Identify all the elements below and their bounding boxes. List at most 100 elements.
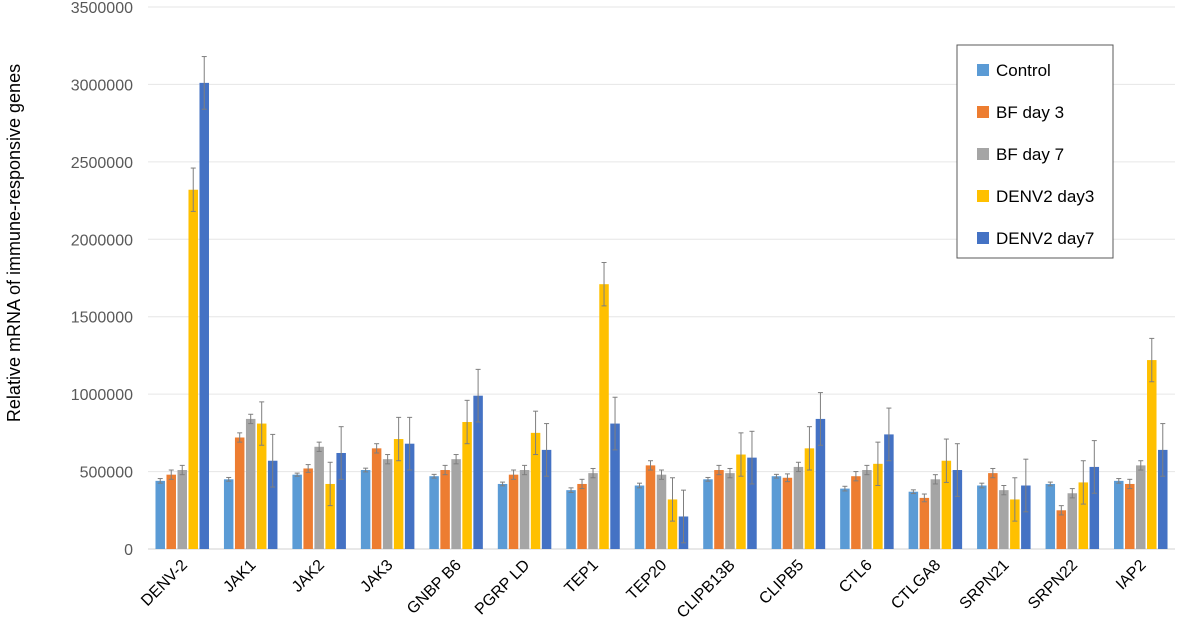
bar <box>736 454 746 549</box>
x-category-label: TEP1 <box>562 557 602 597</box>
bar <box>977 485 987 549</box>
bar <box>703 479 713 549</box>
bar <box>1136 465 1146 549</box>
bar <box>199 82 209 549</box>
legend-swatch <box>977 64 989 76</box>
x-category-label: IAP2 <box>1113 557 1150 594</box>
bar <box>747 457 757 549</box>
bar <box>473 395 483 549</box>
bar <box>782 477 793 549</box>
bar <box>267 460 278 549</box>
legend-swatch <box>977 148 989 160</box>
x-axis-categories: DENV-2 JAK1 JAK2 JAK3 GNBP B6 PGRP LD TEP1 TEP2… <box>138 557 1149 622</box>
bar <box>725 473 735 549</box>
bar <box>393 439 404 549</box>
bar <box>862 470 872 549</box>
gridlines <box>148 6 1175 473</box>
legend: Control BF day 3 BF day 7 DENV2 day3 DENV2 d… <box>956 44 1114 259</box>
x-category-label: CLIPB5 <box>756 557 807 608</box>
bar <box>804 448 815 549</box>
legend-swatch <box>977 190 989 202</box>
y-tick-label: 2000000 <box>71 232 133 249</box>
bar <box>429 476 439 549</box>
bar <box>952 470 963 549</box>
bar <box>462 422 472 549</box>
bar <box>1147 360 1157 549</box>
bar <box>155 480 165 549</box>
bar <box>1125 483 1135 549</box>
bar <box>793 466 804 549</box>
bar <box>610 423 620 549</box>
bar <box>588 473 598 549</box>
bar <box>166 474 176 549</box>
bar <box>1067 493 1078 549</box>
bar <box>577 483 587 549</box>
x-category-label: JAK1 <box>220 557 259 596</box>
legend-swatch <box>977 232 989 244</box>
bar <box>519 470 530 549</box>
bar <box>314 446 324 549</box>
legend-label: BF day 7 <box>996 145 1064 164</box>
bar <box>645 465 656 549</box>
bar <box>303 468 313 549</box>
x-category-label: SRPN21 <box>957 557 1013 613</box>
bar <box>451 459 461 549</box>
bar <box>930 479 941 549</box>
bar <box>188 189 198 549</box>
bar <box>508 474 519 549</box>
y-tick-label: 3500000 <box>71 0 133 17</box>
bar <box>840 488 850 549</box>
bar-series <box>155 82 1168 549</box>
bar <box>941 460 952 549</box>
bar <box>1114 480 1124 549</box>
y-tick-label: 500000 <box>80 465 133 482</box>
bar <box>634 485 645 549</box>
x-category-label: JAK2 <box>289 557 328 596</box>
x-category-label: DENV-2 <box>138 557 191 610</box>
bar <box>404 443 415 549</box>
legend-label: DENV2 day3 <box>996 187 1094 206</box>
x-category-label: GNBP B6 <box>404 557 465 618</box>
bar <box>851 476 861 549</box>
bar <box>599 284 609 549</box>
bar <box>566 490 576 549</box>
x-category-label: CLIPB13B <box>674 557 739 622</box>
bar <box>256 423 267 549</box>
bar <box>1158 449 1168 549</box>
bar <box>360 470 371 549</box>
y-axis-ticks: 0 500000 1000000 1500000 2000000 2500000 30000… <box>71 0 133 559</box>
bar <box>1056 510 1067 549</box>
y-tick-label: 1000000 <box>71 387 133 404</box>
x-category-label: JAK3 <box>357 557 396 596</box>
x-category-label: PGRP LD <box>472 557 533 618</box>
bar <box>1089 466 1100 549</box>
bar <box>999 490 1009 549</box>
y-axis-title: Relative mRNA of immune-responsive genes <box>4 64 24 422</box>
bar <box>497 483 508 549</box>
bar <box>440 470 450 549</box>
bar <box>1045 483 1056 549</box>
bar <box>541 449 552 549</box>
bar <box>234 437 245 549</box>
bar <box>336 452 346 549</box>
y-tick-label: 0 <box>124 542 133 559</box>
bar <box>292 474 302 549</box>
bar <box>667 499 678 549</box>
bar <box>245 418 256 549</box>
bar <box>815 418 826 549</box>
error-bars <box>157 56 1166 544</box>
bar <box>371 448 382 549</box>
y-tick-label: 2500000 <box>71 155 133 172</box>
bar <box>771 476 782 549</box>
x-category-label: TEP20 <box>624 557 671 604</box>
bar <box>325 483 335 549</box>
x-category-label: CTLGA8 <box>888 557 944 613</box>
bar <box>656 474 667 549</box>
bar <box>988 473 998 549</box>
bar <box>1021 485 1031 549</box>
bar <box>884 434 894 549</box>
bar <box>1078 482 1089 549</box>
legend-label: Control <box>996 61 1051 80</box>
x-category-label: SRPN22 <box>1025 557 1081 613</box>
